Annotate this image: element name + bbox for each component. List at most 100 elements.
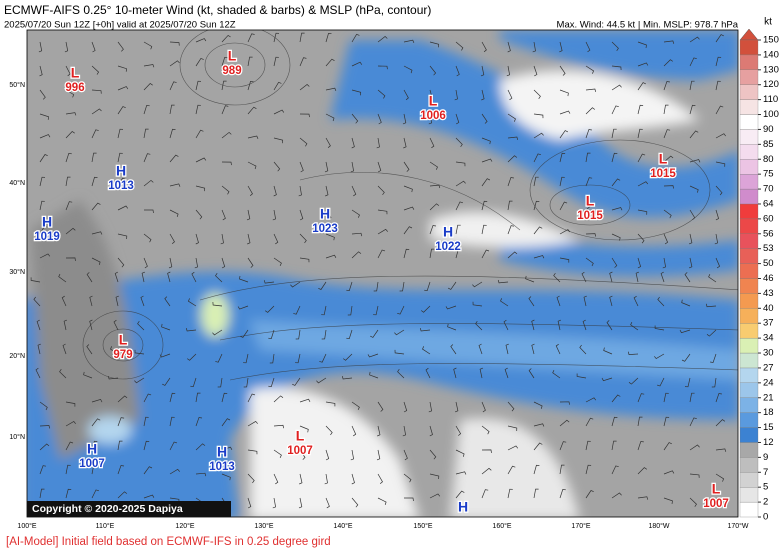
colorbar-cell xyxy=(739,99,759,115)
colorbar-cell xyxy=(739,278,759,294)
colorbar-tick-label: 80 xyxy=(763,154,774,165)
colorbar-cell xyxy=(739,427,759,443)
colorbar-cell xyxy=(739,457,759,473)
lat-label: 50°N xyxy=(9,81,25,89)
pressure-center-value: 1019 xyxy=(34,231,60,243)
lat-label: 20°N xyxy=(9,352,25,360)
colorbar-tick-label: 110 xyxy=(763,94,778,105)
pressure-center-type: L xyxy=(586,193,595,209)
colorbar-cell xyxy=(739,114,759,130)
colorbar-cell xyxy=(739,248,759,264)
colorbar-cell xyxy=(739,203,759,220)
pressure-center-type: H xyxy=(217,444,227,460)
colorbar-tick-label: 140 xyxy=(763,49,779,60)
colorbar-cell xyxy=(739,263,759,279)
pressure-center-type: L xyxy=(429,93,438,109)
colorbar-tick-label: 50 xyxy=(763,258,774,269)
colorbar-arrow xyxy=(739,28,759,41)
colorbar-cell xyxy=(739,129,759,145)
colorbar-cell xyxy=(739,352,759,369)
colorbar-tick-label: 46 xyxy=(763,273,774,284)
pressure-center-type: L xyxy=(228,48,237,64)
colorbar-tick-label: 43 xyxy=(763,288,774,299)
colorbar-tick-label: 40 xyxy=(763,303,774,314)
lon-label: 160°E xyxy=(492,522,511,530)
colorbar-tick-label: 120 xyxy=(763,79,779,90)
pressure-center-type: H xyxy=(443,224,453,240)
lat-label: 40°N xyxy=(9,179,25,187)
colorbar-cell xyxy=(739,367,759,383)
colorbar-tick-label: 100 xyxy=(763,109,779,120)
colorbar-tick-label: 150 xyxy=(763,35,779,46)
colorbar: 0 2 5 7 9 12 15 18 21 24 27 30 34 37 40 43 46 50 53 56 60 64 7… xyxy=(739,35,779,523)
pressure-center-value: 1015 xyxy=(577,210,603,222)
lon-label: 110°E xyxy=(96,522,115,530)
colorbar-tick-label: 5 xyxy=(763,482,768,493)
pressure-center-value: 1007 xyxy=(79,458,105,470)
pressure-center-type: L xyxy=(659,151,668,167)
pressure-center-value: 979 xyxy=(113,349,132,361)
colorbar-tick-label: 18 xyxy=(763,407,774,418)
pressure-center-value: 1007 xyxy=(287,445,313,457)
pressure-center-value: 1013 xyxy=(209,461,235,473)
stats: Max. Wind: 44.5 kt | Min. MSLP: 978.7 hP… xyxy=(557,20,739,31)
lon-label: 120°E xyxy=(175,522,194,530)
pressure-center-value: 996 xyxy=(65,82,84,94)
colorbar-cell xyxy=(739,188,759,205)
lat-label: 10°N xyxy=(9,433,25,441)
colorbar-unit: kt xyxy=(764,17,772,28)
map xyxy=(27,30,738,517)
colorbar-tick-label: 75 xyxy=(763,169,774,180)
pressure-center-value: 989 xyxy=(222,65,241,77)
pressure-center-type: L xyxy=(712,481,721,497)
pressure-center-value: 1015 xyxy=(650,168,676,180)
lon-label: 180°W xyxy=(648,522,669,530)
subtitle: 2025/07/20 Sun 12Z [+0h] valid at 2025/0… xyxy=(4,20,236,31)
colorbar-cell xyxy=(739,337,759,354)
copyright-box xyxy=(27,501,231,517)
colorbar-cell xyxy=(739,174,759,190)
colorbar-cell xyxy=(739,54,759,70)
map-frame xyxy=(26,29,739,518)
copyright: Copyright © 2020-2025 Dapiya xyxy=(32,503,183,515)
colorbar-tick-label: 56 xyxy=(763,228,774,239)
pressure-center-type: H xyxy=(87,441,97,457)
lon-label: 150°E xyxy=(413,522,432,530)
pressure-center-type: H xyxy=(320,206,330,222)
colorbar-tick-label: 30 xyxy=(763,348,774,359)
colorbar-cell xyxy=(739,144,759,160)
colorbar-cell xyxy=(739,442,759,458)
wind-shading xyxy=(27,30,738,517)
pressure-center-value: 1006 xyxy=(420,110,446,122)
pressure-center-type: H xyxy=(458,499,468,515)
map-labels: 50°N 40°N 30°N 20°N 10°N 100°E 110°E 120°E 130°E… xyxy=(9,46,749,530)
colorbar-cell xyxy=(739,159,759,175)
colorbar-tick-label: 70 xyxy=(763,184,774,195)
colorbar-cell xyxy=(739,308,759,324)
colorbar-tick-label: 24 xyxy=(763,377,774,388)
colorbar-cell xyxy=(739,472,759,488)
lat-label: 30°N xyxy=(9,268,25,276)
colorbar-tick-label: 130 xyxy=(763,64,779,75)
pressure-center-value: 1023 xyxy=(312,223,338,235)
colorbar-tick-label: 0 xyxy=(763,512,768,523)
colorbar-cell xyxy=(739,397,759,413)
pressure-center-type: H xyxy=(42,214,52,230)
colorbar-tick-label: 12 xyxy=(763,437,774,448)
lon-label: 170°E xyxy=(571,522,590,530)
colorbar-cell xyxy=(739,69,759,85)
pressure-center-type: L xyxy=(296,428,305,444)
colorbar-tick-label: 60 xyxy=(763,213,774,224)
pressure-center-value: 1007 xyxy=(703,498,729,510)
colorbar-tick-label: 7 xyxy=(763,467,768,478)
colorbar-cell xyxy=(739,233,759,249)
colorbar-tick-label: 21 xyxy=(763,392,774,403)
colorbar-cell xyxy=(739,382,759,398)
colorbar-tick-label: 53 xyxy=(763,243,774,254)
colorbar-tick-label: 2 xyxy=(763,497,768,508)
colorbar-cell xyxy=(739,412,759,428)
colorbar-cell xyxy=(739,84,759,100)
isobars xyxy=(82,30,738,381)
colorbar-tick-label: 15 xyxy=(763,422,774,433)
colorbar-cell xyxy=(739,323,759,339)
